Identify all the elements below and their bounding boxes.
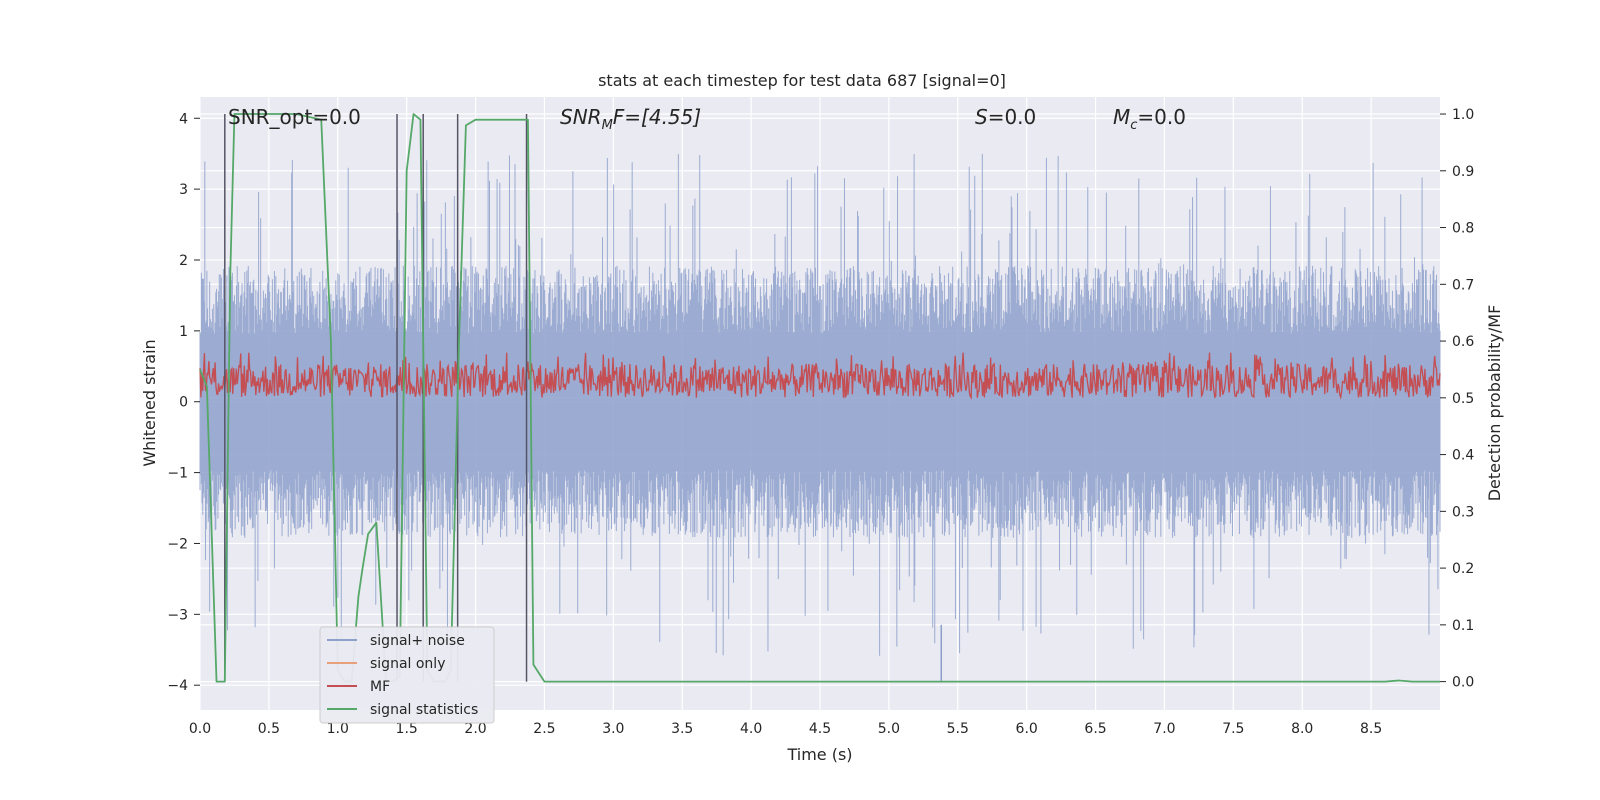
chart-title: stats at each timestep for test data 687…	[598, 71, 1006, 90]
annotation-snr-opt: SNR_opt=0.0	[228, 105, 361, 129]
annotation-s-value: =0.0	[988, 105, 1037, 129]
x-tick-2: 1.0	[327, 721, 349, 737]
annotation-mc-value: =0.0	[1137, 105, 1186, 129]
x-tick-11: 5.5	[947, 721, 969, 737]
x-tick-7: 3.5	[671, 721, 693, 737]
y-right-tick-4: 0.6	[1452, 334, 1474, 350]
legend: signal+ noise signal only MF signal stat…	[319, 626, 495, 724]
y-left-tick-1: 3	[179, 182, 188, 198]
x-tick-13: 6.5	[1084, 721, 1106, 737]
x-tick-16: 8.0	[1291, 721, 1313, 737]
x-tick-0: 0.0	[189, 721, 211, 737]
x-tick-15: 7.5	[1222, 721, 1244, 737]
y-left-tick-7: −3	[167, 607, 188, 623]
x-tick-5: 2.5	[533, 721, 555, 737]
y-right-tick-6: 0.4	[1452, 448, 1474, 464]
x-tick-1: 0.5	[258, 721, 280, 737]
y-right-tick-2: 0.8	[1452, 221, 1474, 237]
legend-label-signal-only: signal only	[370, 656, 445, 672]
y-right-tick-9: 0.1	[1452, 618, 1474, 634]
x-tick-3: 1.5	[396, 721, 418, 737]
x-tick-12: 6.0	[1016, 721, 1038, 737]
x-tick-10: 5.0	[878, 721, 900, 737]
y-right-axis-label: Detection probability/MF	[1485, 305, 1504, 502]
legend-label-signal-noise: signal+ noise	[370, 633, 465, 649]
legend-label-mf: MF	[370, 679, 390, 695]
legend-box	[319, 626, 495, 724]
y-right-tick-labels: 1.0 0.9 0.8 0.7 0.6 0.5 0.4 0.3 0.2 0.1 0.0	[1440, 107, 1474, 691]
signal-statistics-line	[199, 113, 1440, 683]
annotation-mc-sub: c	[1130, 118, 1137, 133]
y-right-tick-0: 1.0	[1452, 107, 1474, 123]
y-left-tick-labels: 4 3 2 1 0 −1 −2 −3 −4	[167, 111, 200, 694]
annotation-snr-mf-sub: M	[602, 118, 613, 133]
annotation-s-sym: S	[975, 105, 988, 129]
y-right-tick-5: 0.5	[1452, 391, 1474, 407]
annotation-s: S=0.0	[975, 105, 1036, 129]
series-mf	[199, 352, 1441, 400]
y-left-tick-0: 4	[179, 111, 188, 127]
y-left-tick-6: −2	[167, 536, 188, 552]
y-right-tick-8: 0.2	[1452, 561, 1474, 577]
mf-line	[199, 352, 1441, 400]
series-signal-statistics	[199, 113, 1440, 683]
x-tick-6: 3.0	[602, 721, 624, 737]
y-left-tick-2: 2	[179, 253, 188, 269]
y-right-tick-10: 0.0	[1452, 675, 1474, 691]
x-tick-8: 4.0	[740, 721, 762, 737]
y-right-tick-3: 0.7	[1452, 277, 1474, 293]
legend-label-signal-statistics: signal statistics	[370, 702, 478, 718]
annotation-snr-mf-base: SNR	[560, 105, 602, 129]
y-left-tick-3: 1	[179, 324, 188, 340]
y-left-tick-5: −1	[167, 466, 188, 482]
x-tick-9: 4.5	[809, 721, 831, 737]
y-left-tick-4: 0	[179, 395, 188, 411]
x-tick-17: 8.5	[1360, 721, 1382, 737]
annotation-snr-mf-rest: F=[4.55]	[613, 105, 701, 129]
y-left-tick-8: −4	[167, 678, 188, 694]
annotations: SNR_opt=0.0 SNRMF=[4.55] S=0.0 Mc=0.0	[228, 105, 1186, 133]
y-right-tick-7: 0.3	[1452, 504, 1474, 520]
annotation-mc-sym: M	[1113, 105, 1130, 129]
x-tick-4: 2.0	[464, 721, 486, 737]
x-tick-labels: 0.0 0.5 1.0 1.5 2.0 2.5 3.0 3.5 4.0 4.5 5.0 5.5 6.0 6…	[189, 721, 1382, 737]
y-right-tick-1: 0.9	[1452, 164, 1474, 180]
x-axis-label: Time (s)	[786, 745, 852, 764]
annotation-mc: Mc=0.0	[1113, 105, 1186, 133]
y-left-axis-label: Whitened strain	[140, 339, 159, 466]
annotation-snr-mf: SNRMF=[4.55]	[560, 105, 701, 133]
x-tick-14: 7.0	[1153, 721, 1175, 737]
